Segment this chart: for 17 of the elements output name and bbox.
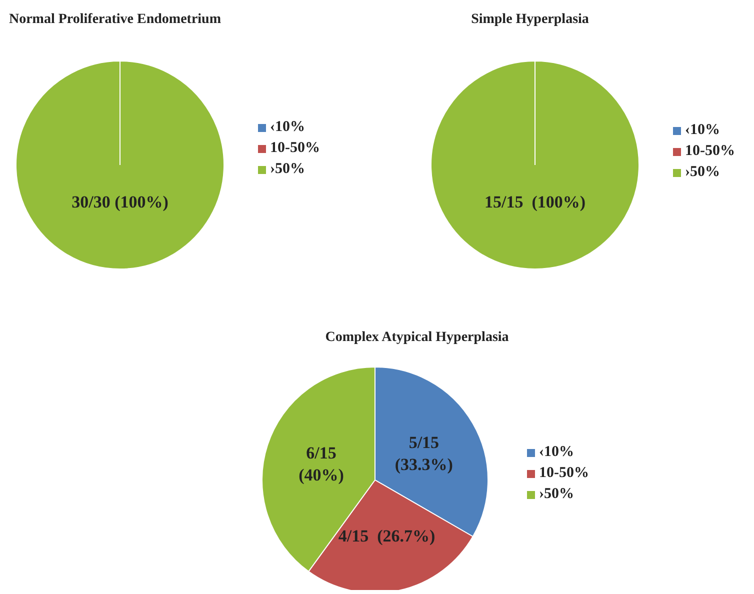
legend-label: 10-50% — [539, 465, 589, 482]
legend-label: ‹10% — [270, 119, 305, 136]
legend-label: ›50% — [539, 486, 574, 503]
legend-label: 10-50% — [685, 143, 735, 160]
chart-title: Simple Hyperplasia — [470, 12, 590, 28]
data-label: 4/15 (26.7%) — [338, 526, 436, 546]
legend-label: ‹10% — [539, 444, 574, 461]
legend-label: ‹10% — [685, 122, 720, 139]
data-label: 30/30 (100%) — [72, 192, 168, 212]
data-label: 6/15 (40%) — [298, 444, 344, 485]
chart-title: Normal Proliferative Endometrium — [8, 12, 222, 28]
legend-label: ›50% — [685, 164, 720, 181]
legend-label: 10-50% — [270, 140, 320, 157]
legend-label: ›50% — [270, 161, 305, 178]
chart-title: Complex Atypical Hyperplasia — [324, 330, 510, 346]
data-label: 15/15 (100%) — [484, 192, 586, 212]
data-label: 5/15 (33.3%) — [394, 432, 453, 474]
